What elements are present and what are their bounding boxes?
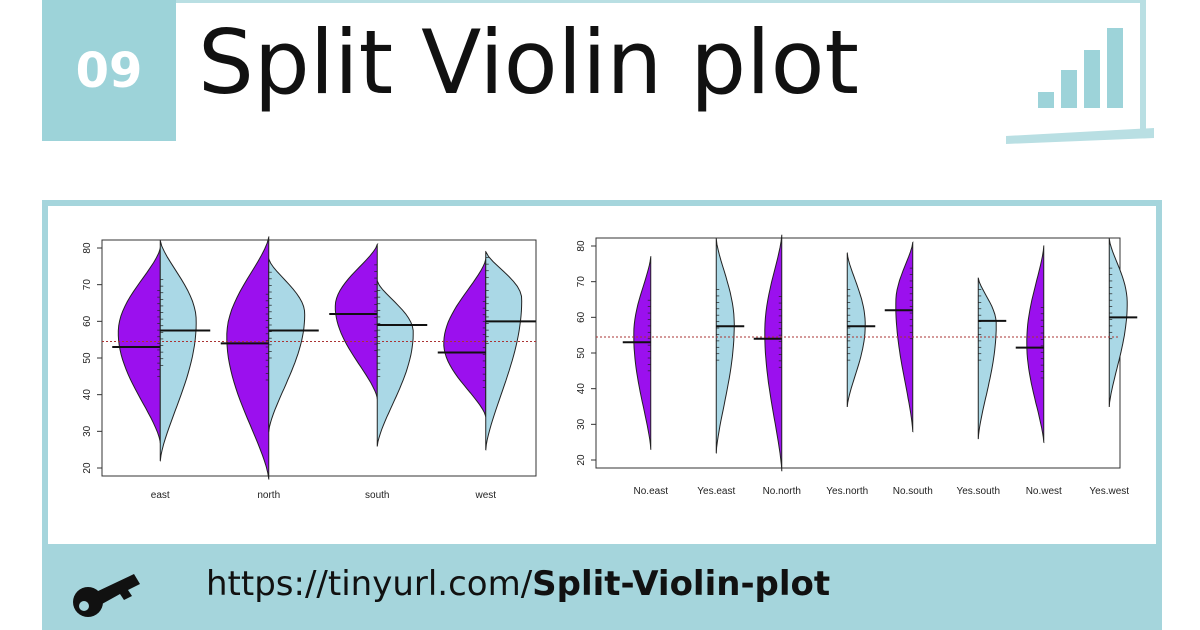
x-tick-label: north [257, 490, 280, 501]
violin-Yes.west [1108, 237, 1128, 407]
violin-No.north [764, 234, 783, 472]
key-icon [73, 574, 140, 617]
x-tick-label: No.east [634, 486, 669, 497]
y-tick-label: 50 [576, 347, 587, 359]
violin-right-south [376, 280, 414, 447]
violin-right-north [268, 258, 306, 433]
violin-No.east [633, 256, 652, 450]
url-prefix: https://tinyurl.com/ [206, 564, 533, 604]
x-tick-label: No.south [893, 486, 933, 497]
x-tick-label: east [151, 490, 170, 501]
x-tick-label: Yes.west [1089, 486, 1129, 497]
violin-left-east [117, 247, 161, 444]
chart-panel [42, 200, 1162, 550]
x-tick-label: south [365, 490, 389, 501]
title-frame [176, 0, 1146, 138]
x-tick-label: Yes.north [826, 486, 868, 497]
violin-Yes.south [977, 277, 997, 440]
y-tick-label: 50 [82, 352, 93, 364]
x-tick-label: Yes.south [956, 486, 1000, 497]
y-tick-label: 80 [82, 242, 93, 254]
bar-chart-icon [1006, 28, 1154, 144]
violin-left-south [334, 242, 379, 400]
split-violin-chart: 20 30 40 50 60 70 80 east north south west [82, 236, 537, 501]
tutorial-url[interactable]: https://tinyurl.com/Split-Violin-plot [206, 562, 830, 606]
violin-left-north [226, 236, 270, 480]
episode-number-box: 09 [42, 0, 176, 141]
y-tick-label: 20 [82, 462, 93, 474]
y-tick-label: 30 [576, 418, 587, 430]
y-tick-label: 30 [82, 425, 93, 437]
y-tick-label: 70 [82, 279, 93, 291]
violin-right-west [485, 250, 523, 451]
half-violin-chart: 20 30 40 50 60 70 80 No.east Yes.east No.north Yes… [576, 234, 1138, 497]
footer-bar [42, 548, 1162, 630]
y-tick-label: 70 [576, 276, 587, 288]
page-title: Split Violin plot [198, 11, 859, 114]
violin-Yes.north [846, 252, 866, 407]
violin-left-west [443, 258, 487, 418]
y-tick-label: 80 [576, 240, 587, 252]
x-tick-label: No.north [763, 486, 801, 497]
y-tick-label: 20 [576, 454, 587, 466]
y-tick-label: 60 [576, 311, 587, 323]
y-tick-label: 60 [82, 315, 93, 327]
x-tick-label: Yes.east [697, 486, 735, 497]
violin-Yes.east [715, 237, 735, 454]
violin-No.west [1026, 245, 1045, 444]
violin-right-east [159, 239, 197, 462]
y-tick-label: 40 [82, 389, 93, 401]
x-tick-label: west [474, 490, 496, 501]
x-tick-label: No.west [1026, 486, 1062, 497]
url-slug: Split-Violin-plot [532, 564, 831, 604]
episode-number: 09 [75, 42, 143, 99]
y-tick-label: 40 [576, 383, 587, 395]
